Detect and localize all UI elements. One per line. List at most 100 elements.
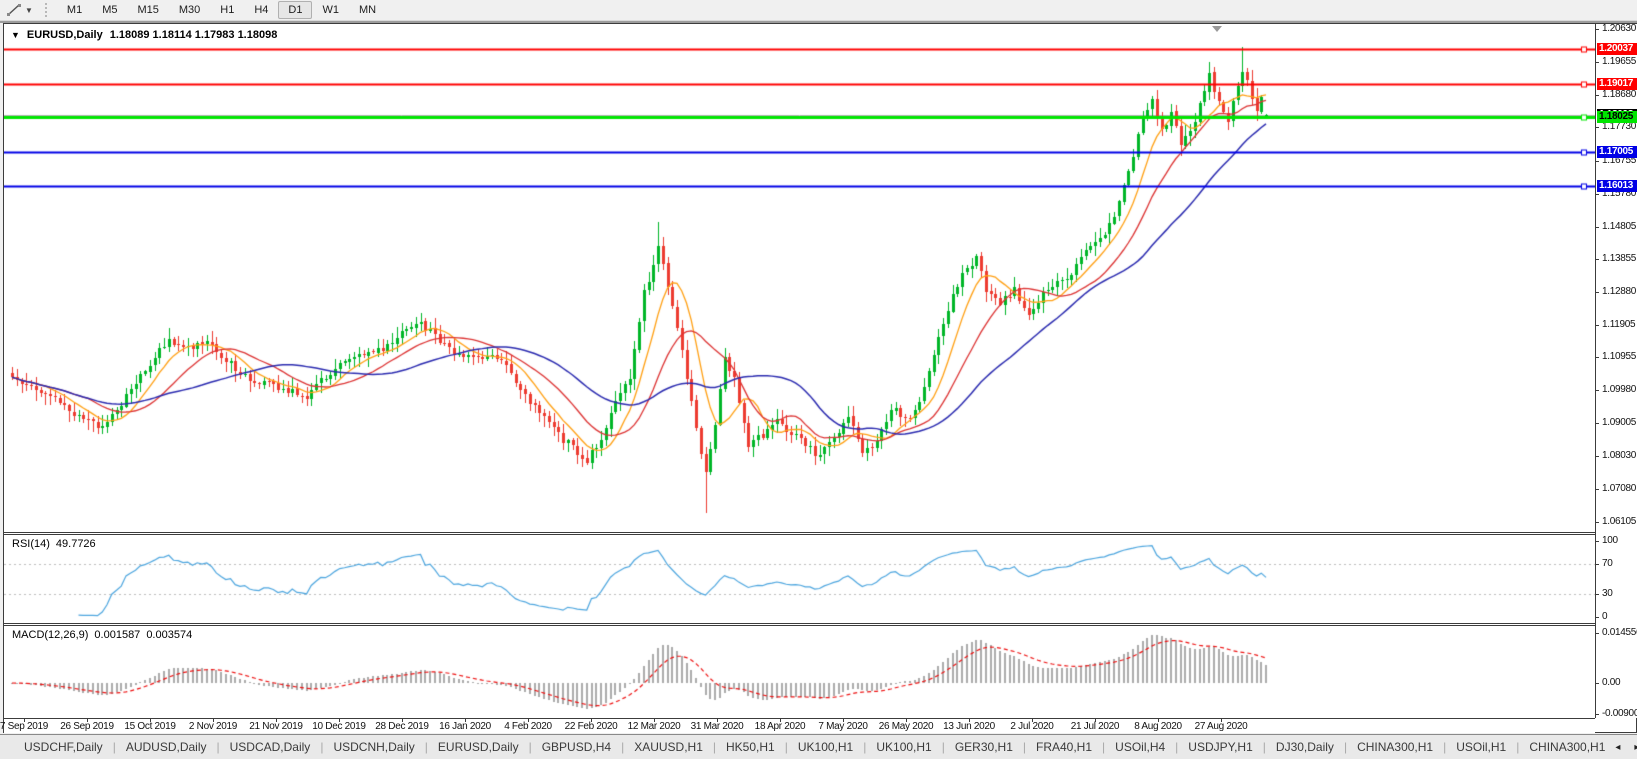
chart-tab-fra40-h1[interactable]: FRA40,H1: [1036, 740, 1093, 754]
price-axis[interactable]: 1.20630 1.19655 1.18680 1.17730 1.16755 1.157…: [1595, 23, 1637, 719]
price-tick-label: 1.13855: [1602, 253, 1637, 264]
chart-tab-usoil-h1[interactable]: USOil,H1: [1456, 740, 1507, 754]
date-tick: [465, 719, 466, 722]
rsi-tick-label: 70: [1602, 558, 1613, 569]
tab-scroll-right-icon[interactable]: ▸: [1634, 741, 1637, 753]
toolbar-drag-handle: [44, 3, 49, 17]
chart-shift-marker[interactable]: [1212, 26, 1222, 32]
timeframe-button-h4[interactable]: H4: [254, 4, 269, 16]
symbol-tab-bar-items: USDCHF,Daily | AUDUSD,Daily | USDCAD,Daily | U…: [14, 740, 1615, 754]
chart-tab-china300-h1[interactable]: CHINA300,H1: [1357, 740, 1434, 754]
tab-separator: |: [1022, 740, 1026, 754]
date-label: 16 Jan 2020: [439, 721, 491, 732]
axis-tick: [1596, 564, 1599, 565]
macd-main-value: 0.001587: [94, 629, 141, 641]
tab-separator: |: [941, 740, 945, 754]
date-label: 28 Dec 2019: [375, 721, 429, 732]
timeframe-toolbar: ▼ M1 M5 M15 M30 H1 H4 D1 W1 MN: [0, 0, 1637, 20]
hline-price-tag-1-20037[interactable]: 1.20037: [1597, 43, 1637, 55]
chart-title: ▼ EURUSD,Daily 1.18089 1.18114 1.17983 1…: [11, 29, 277, 41]
chevron-down-icon[interactable]: ▼: [25, 5, 33, 15]
macd-panel-canvas[interactable]: [4, 626, 1595, 717]
hline-price-tag-1-17005[interactable]: 1.17005: [1597, 146, 1637, 158]
panel-separator[interactable]: [4, 623, 1595, 626]
date-tick: [402, 719, 403, 722]
timeframe-button-w1[interactable]: W1: [322, 4, 339, 16]
chart-tab-gbpusd-h4[interactable]: GBPUSD,H4: [541, 740, 612, 754]
macd-tick-label: -0.00900: [1602, 708, 1637, 719]
one-click-trading-icon[interactable]: ▼: [11, 30, 20, 40]
chart-tab-ger30-h1[interactable]: GER30,H1: [954, 740, 1013, 754]
date-tick: [591, 719, 592, 722]
chart-tab-xauusd-h1[interactable]: XAUUSD,H1: [634, 740, 703, 754]
timeframe-button-mn[interactable]: MN: [358, 4, 377, 16]
chart-tab-audusd-daily[interactable]: AUDUSD,Daily: [125, 740, 207, 754]
date-tick: [654, 719, 655, 722]
date-label: 21 Nov 2019: [249, 721, 303, 732]
timeframe-button-m30[interactable]: M30: [178, 4, 201, 16]
price-tick-label: 1.14805: [1602, 221, 1637, 232]
price-tick-label: 1.09980: [1602, 384, 1637, 395]
main-price-chart-canvas[interactable]: [4, 24, 1595, 532]
axis-tick: [1596, 633, 1599, 634]
timeframe-button-m15[interactable]: M15: [137, 4, 159, 16]
timeframe-button-h1[interactable]: H1: [220, 4, 235, 16]
rsi-tick-label: 100: [1602, 535, 1618, 546]
date-tick: [1032, 719, 1033, 722]
chart-tab-usdcad-daily[interactable]: USDCAD,Daily: [229, 740, 311, 754]
tab-separator: |: [784, 740, 788, 754]
hline-price-tag-1-16013[interactable]: 1.16013: [1597, 180, 1637, 192]
chart-tab-china300-h1[interactable]: CHINA300,H1: [1529, 740, 1606, 754]
axis-tick: [1596, 390, 1599, 391]
tab-separator: |: [320, 740, 324, 754]
timeframe-button-d1[interactable]: D1: [278, 1, 313, 19]
tab-separator: |: [112, 740, 116, 754]
timeframe-buttons: M1 M5 M15 M30 H1 H4 D1 W1 MN: [57, 1, 386, 19]
hline-price-tag-1-18025[interactable]: 1.18025: [1597, 111, 1637, 123]
date-label: 26 May 2020: [878, 721, 934, 732]
chart-tab-uk100-h1[interactable]: UK100,H1: [876, 740, 932, 754]
hline-price-tag-1-19017[interactable]: 1.19017: [1597, 78, 1637, 90]
date-label: 27 Aug 2020: [1194, 721, 1248, 732]
axis-tick: [1596, 683, 1599, 684]
macd-signal-value: 0.003574: [146, 629, 193, 641]
macd-tick-label: 0.014556: [1602, 627, 1637, 638]
chart-tab-usdchf-daily[interactable]: USDCHF,Daily: [24, 740, 103, 754]
tab-separator: |: [1102, 740, 1106, 754]
price-tick-label: 1.11905: [1602, 319, 1636, 330]
price-tick-label: 1.10955: [1602, 351, 1637, 362]
timeframe-button-m5[interactable]: M5: [102, 4, 118, 16]
date-label: 22 Feb 2020: [564, 721, 618, 732]
line-studies-icon[interactable]: [3, 2, 25, 18]
panel-separator[interactable]: [4, 532, 1595, 535]
date-tick: [717, 719, 718, 722]
date-label: 7 May 2020: [818, 721, 868, 732]
axis-tick: [1596, 227, 1599, 228]
chart-tab-usdjpy-h1[interactable]: USDJPY,H1: [1188, 740, 1253, 754]
price-tick-label: 1.18680: [1602, 89, 1637, 100]
chart-tab-hk50-h1[interactable]: HK50,H1: [726, 740, 775, 754]
axis-tick: [1596, 259, 1599, 260]
chart-tab-eurusd-daily[interactable]: EURUSD,Daily: [437, 740, 519, 754]
tab-separator: |: [1175, 740, 1179, 754]
tab-separator: |: [863, 740, 867, 754]
axis-tick: [1596, 541, 1599, 542]
date-label: 12 Mar 2020: [627, 721, 681, 732]
axis-tick: [1596, 29, 1599, 30]
chart-tab-uk100-h1[interactable]: UK100,H1: [797, 740, 854, 754]
rsi-tick-label: 0: [1602, 611, 1608, 622]
macd-indicator-label: MACD(12,26,9) 0.001587 0.003574: [12, 629, 192, 641]
timeframe-button-m1[interactable]: M1: [66, 4, 83, 16]
chart-tab-dj30-daily[interactable]: DJ30,Daily: [1275, 740, 1334, 754]
date-axis[interactable]: 7 Sep 2019 26 Sep 2019 15 Oct 2019 2 Nov 20…: [0, 718, 1595, 733]
chart-tab-usoil-h4[interactable]: USOil,H4: [1115, 740, 1166, 754]
date-tick: [150, 719, 151, 722]
axis-tick: [1596, 161, 1599, 162]
chart-tab-usdcnh-daily[interactable]: USDCNH,Daily: [333, 740, 415, 754]
rsi-panel-canvas[interactable]: [4, 535, 1595, 623]
tab-separator: |: [1343, 740, 1348, 754]
tab-scroll-left-icon[interactable]: ◂: [1615, 741, 1621, 753]
chart-symbol-label: EURUSD,Daily: [26, 29, 103, 41]
tab-separator: |: [1443, 740, 1447, 754]
date-tick: [1221, 719, 1222, 722]
